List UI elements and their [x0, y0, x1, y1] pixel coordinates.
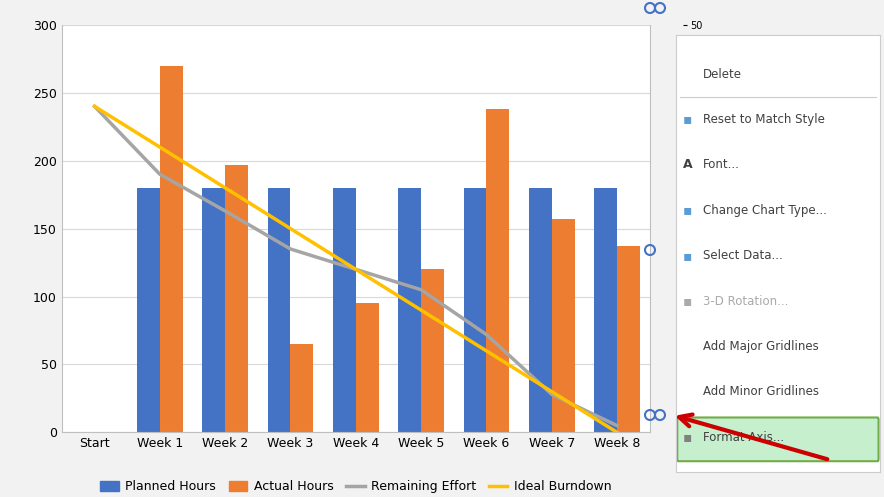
Bar [225, 165, 248, 432]
Bar [486, 109, 509, 432]
Text: Select Data...: Select Data... [703, 249, 782, 262]
Text: Format Axis...: Format Axis... [703, 431, 784, 444]
Bar [552, 219, 575, 432]
Bar [268, 188, 291, 432]
Bar [399, 188, 421, 432]
Text: Add Minor Gridlines: Add Minor Gridlines [703, 385, 819, 398]
Bar [421, 269, 444, 432]
Legend: Planned Hours, Actual Hours, Remaining Effort, Ideal Burndown: Planned Hours, Actual Hours, Remaining E… [95, 475, 616, 497]
Bar [356, 303, 378, 432]
Bar [137, 188, 160, 432]
Bar [617, 247, 640, 432]
Bar [463, 188, 486, 432]
Text: Reset to Match Style: Reset to Match Style [703, 113, 825, 126]
Text: Font...: Font... [703, 159, 740, 171]
Text: Change Chart Type...: Change Chart Type... [703, 204, 827, 217]
Bar [594, 188, 617, 432]
FancyArrowPatch shape [679, 414, 827, 459]
Bar [202, 188, 225, 432]
Bar [291, 344, 313, 432]
Text: 3-D Rotation...: 3-D Rotation... [703, 295, 788, 308]
Text: ▪: ▪ [682, 203, 692, 217]
Bar [529, 188, 552, 432]
Text: Add Major Gridlines: Add Major Gridlines [703, 340, 819, 353]
Text: ▪: ▪ [682, 248, 692, 262]
Text: ▪: ▪ [682, 112, 692, 127]
FancyBboxPatch shape [677, 417, 879, 461]
Bar [160, 66, 183, 432]
Text: ▪: ▪ [682, 430, 692, 444]
Bar [333, 188, 356, 432]
Text: A: A [682, 159, 692, 171]
Text: Delete: Delete [703, 68, 742, 81]
Text: ▪: ▪ [682, 294, 692, 308]
